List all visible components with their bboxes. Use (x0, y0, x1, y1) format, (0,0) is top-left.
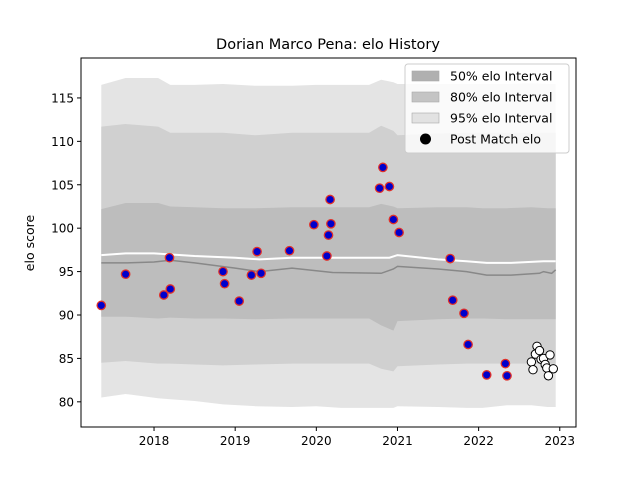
post-match-point (447, 295, 458, 306)
post-match-point (500, 358, 511, 369)
trend-lines (101, 252, 557, 276)
y-axis-label: elo score (22, 215, 37, 272)
legend-label: 50% elo Interval (450, 69, 552, 84)
post-match-point (256, 268, 266, 279)
projected-points (526, 341, 558, 381)
projected-point (534, 345, 545, 356)
y-tick-label: 85 (59, 352, 74, 366)
y-tick-label: 115 (51, 91, 74, 105)
post-match-point (325, 194, 335, 205)
post-match-points (96, 162, 512, 381)
post-match-point (284, 245, 295, 256)
legend-swatch (411, 91, 440, 103)
post-match-point (323, 230, 334, 240)
legend-swatch (411, 112, 440, 124)
post-match-point (219, 278, 230, 289)
band-50-interval (101, 203, 556, 331)
post-match-point (218, 266, 228, 277)
y-tick-label: 100 (51, 222, 74, 236)
x-tick-label: 2023 (544, 434, 575, 448)
x-tick-label: 2019 (220, 434, 251, 448)
projected-point (548, 364, 558, 374)
legend-label: 80% elo Interval (450, 90, 552, 105)
y-tick-label: 110 (51, 135, 74, 149)
legend-swatch (411, 70, 440, 82)
post-match-point (322, 251, 332, 261)
post-match-point (459, 308, 469, 319)
projected-point (545, 350, 555, 360)
y-tick-label: 95 (59, 265, 74, 279)
y-tick-label: 90 (59, 308, 74, 322)
y-tick-label: 105 (51, 178, 74, 192)
post-match-point (120, 269, 131, 280)
post-match-point (252, 246, 262, 257)
post-match-point (326, 218, 336, 229)
legend-label: 95% elo Interval (450, 111, 552, 126)
chart-title: Dorian Marco Pena: elo History (216, 37, 440, 53)
legend-frame (404, 63, 570, 154)
post-match-point (234, 296, 245, 306)
y-tick-label: 80 (59, 395, 74, 409)
legend: 50% elo Interval 80% elo Interval 95% elo … (404, 63, 570, 154)
x-tick-label: 2022 (463, 434, 494, 448)
post-match-point (246, 270, 257, 280)
axes-frame (80, 57, 577, 428)
post-match-point (394, 227, 404, 238)
post-match-point (374, 183, 385, 194)
post-match-point (309, 219, 319, 230)
post-match-point (384, 181, 395, 192)
post-match-point (388, 214, 399, 225)
mean-elo-line (101, 252, 556, 264)
legend-marker (420, 133, 431, 145)
legend-label: Post Match elo (450, 132, 541, 147)
post-match-point (96, 300, 107, 311)
plot-area (96, 78, 558, 408)
post-match-point (165, 284, 176, 294)
post-match-point (164, 252, 175, 263)
post-match-point (481, 370, 492, 380)
median-elo-line (101, 259, 557, 276)
x-tick-label: 2018 (139, 434, 170, 448)
post-match-point (463, 339, 473, 350)
interval-bands (101, 78, 556, 408)
x-tick-label: 2020 (301, 434, 332, 448)
projected-point (528, 365, 538, 375)
post-match-point (502, 370, 512, 381)
projected-point (526, 357, 537, 367)
post-match-point (378, 162, 388, 173)
y-axis: 80 85 90 95 100 105 110 115 (51, 91, 81, 409)
x-tick-label: 2021 (382, 434, 413, 448)
post-match-point (158, 290, 169, 300)
projected-point (543, 371, 554, 381)
x-axis: 2018 2019 2020 2021 2022 2023 (139, 427, 575, 448)
post-match-point (445, 253, 456, 264)
